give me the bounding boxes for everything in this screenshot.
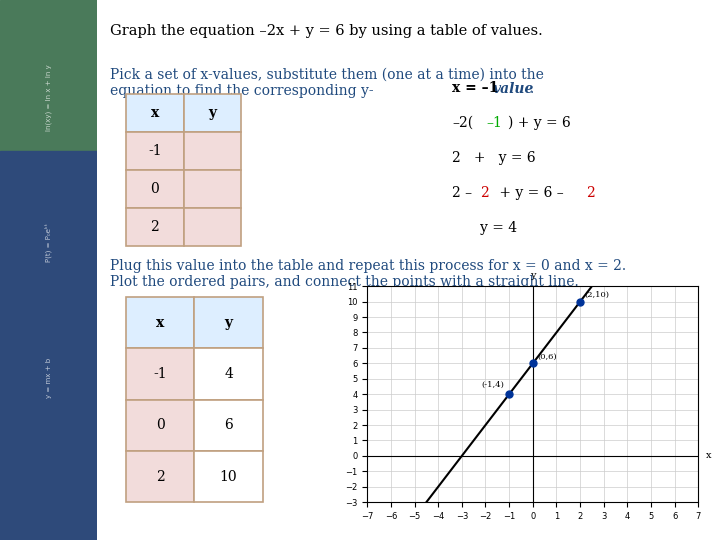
Bar	[0, 151, 97, 540]
Bar	[184, 170, 241, 208]
Bar	[194, 297, 263, 348]
Bar	[184, 208, 241, 246]
Text: x: x	[156, 316, 164, 329]
Text: x: x	[150, 106, 159, 120]
Text: 2: 2	[480, 186, 489, 200]
Bar	[184, 132, 241, 170]
Bar	[194, 348, 263, 400]
Text: (-1,4): (-1,4)	[482, 381, 505, 388]
Bar	[126, 297, 194, 348]
Text: y = mx + b: y = mx + b	[45, 358, 52, 398]
Bar	[0, 0, 97, 151]
Text: ) + y = 6: ) + y = 6	[508, 116, 571, 131]
Text: x: x	[706, 451, 711, 461]
Bar	[126, 132, 184, 170]
Text: –1: –1	[487, 116, 503, 130]
Text: 4: 4	[224, 367, 233, 381]
Bar	[126, 348, 194, 400]
Bar	[184, 94, 241, 132]
Text: 0: 0	[156, 418, 165, 432]
Text: Graph the equation –2x + y = 6 by using a table of values.: Graph the equation –2x + y = 6 by using …	[109, 24, 542, 38]
Text: 2: 2	[156, 470, 165, 483]
Text: y = 4: y = 4	[480, 221, 518, 235]
Text: + y = 6 –: + y = 6 –	[495, 186, 567, 200]
Text: y: y	[530, 272, 536, 280]
Text: Pick a set of x-values, substitute them (one at a time) into the
equation to fin: Pick a set of x-values, substitute them …	[109, 68, 544, 98]
Text: ln(xy) = ln x + ln y: ln(xy) = ln x + ln y	[45, 64, 52, 131]
Text: y: y	[208, 106, 217, 120]
Text: -1: -1	[148, 144, 161, 158]
Text: 10: 10	[220, 470, 238, 483]
Text: 2 –: 2 –	[452, 186, 477, 200]
Bar	[194, 400, 263, 451]
Text: x = –1: x = –1	[452, 81, 498, 95]
Bar	[126, 94, 184, 132]
Text: .: .	[530, 82, 534, 96]
Text: 2: 2	[150, 220, 159, 234]
Text: -1: -1	[153, 367, 167, 381]
Text: 0: 0	[150, 182, 159, 196]
Text: Plug this value into the table and repeat this process for x = 0 and x = 2.
Plot: Plug this value into the table and repea…	[109, 259, 626, 289]
Bar	[194, 451, 263, 502]
Bar	[126, 208, 184, 246]
Text: P(t) = P₀eᵏᵗ: P(t) = P₀eᵏᵗ	[45, 224, 53, 262]
Text: (2,10): (2,10)	[585, 291, 610, 299]
Text: 2: 2	[586, 186, 595, 200]
Text: y: y	[225, 316, 233, 329]
Text: (0,6): (0,6)	[538, 353, 557, 361]
Bar	[126, 400, 194, 451]
Text: 6: 6	[224, 418, 233, 432]
Text: –2(: –2(	[452, 116, 473, 130]
Bar	[126, 170, 184, 208]
Text: value: value	[492, 82, 534, 96]
Bar	[126, 451, 194, 502]
Text: 2   +   y = 6: 2 + y = 6	[452, 151, 536, 165]
